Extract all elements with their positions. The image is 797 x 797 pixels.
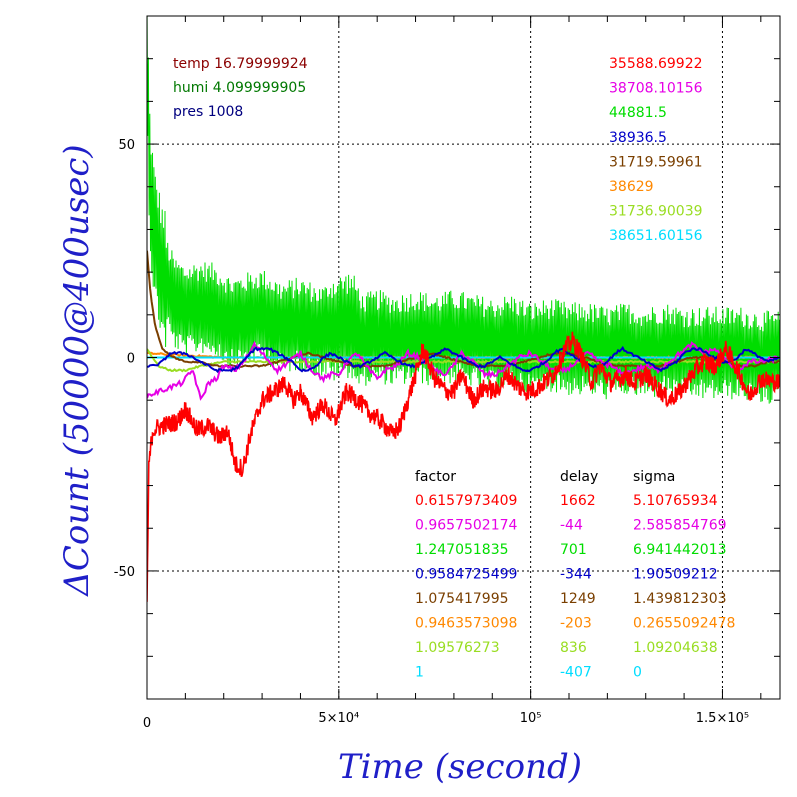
fit-table-cell: 1249: [560, 591, 596, 607]
x-axis-title: Time (second): [338, 747, 582, 787]
fit-table-cell: 1.09576273: [415, 640, 500, 656]
fit-table-cell: 1.439812303: [633, 591, 727, 607]
x-tick-label: 1.5×10⁵: [696, 711, 749, 726]
y-tick-label: 0: [127, 352, 135, 367]
fit-table-cell: 1.075417995: [415, 591, 509, 607]
fit-table-cell: 1: [415, 665, 424, 681]
x-tick-label: 0: [143, 716, 151, 731]
fit-table-cell: -407: [560, 665, 592, 681]
fit-table-cell: 836: [560, 640, 587, 656]
fit-table-cell: 0.9584725499: [415, 567, 517, 583]
fit-table-cell: 1662: [560, 493, 596, 509]
y-tick-label: -50: [114, 565, 135, 580]
series-line: [147, 331, 780, 602]
environment-label: temp 16.79999924: [173, 56, 308, 72]
fit-table-header: delay: [560, 469, 598, 485]
fit-table-cell: 1.90509212: [633, 567, 718, 583]
fit-table-cell: 6.941442013: [633, 542, 727, 558]
fit-table-cell: 0.6157973409: [415, 493, 517, 509]
x-tick-label: 5×10⁴: [318, 711, 359, 726]
series-value-label: 38708.10156: [609, 81, 703, 97]
series-value-list: 35588.69922 38708.10156 44881.5 38936.5 3171…: [609, 56, 703, 244]
y-axis-title: ΔCount (50000@400usec): [57, 144, 97, 597]
series-value-label: 38651.60156: [609, 228, 703, 244]
series-value-label: 31736.90039: [609, 204, 703, 220]
series-value-label: 44881.5: [609, 105, 667, 121]
fit-table-cell: 2.585854769: [633, 518, 727, 534]
series-value-label: 38629: [609, 179, 654, 195]
tick-labels: 0 5×10⁴ 10⁵ 1.5×10⁵ -50 0 50: [114, 138, 749, 731]
fit-table-cell: -203: [560, 616, 592, 632]
series-value-label: 31719.59961: [609, 154, 703, 170]
environment-readout: temp 16.79999924 humi 4.099999905 pres 100…: [173, 56, 308, 120]
series-layer: [147, 16, 780, 602]
series-value-label: 38936.5: [609, 130, 667, 146]
fit-table-cell: 0.9463573098: [415, 616, 517, 632]
fit-table-header: sigma: [633, 469, 675, 485]
fit-table-cell: 1.09204638: [633, 640, 718, 656]
fit-table-cell: 1.247051835: [415, 542, 509, 558]
fit-table-header: factor: [415, 469, 456, 485]
fit-table-cell: 701: [560, 542, 587, 558]
fit-table-cell: -344: [560, 567, 592, 583]
fit-table-cell: 0: [633, 665, 642, 681]
environment-label: humi 4.099999905: [173, 80, 306, 96]
fit-table-cell: 5.10765934: [633, 493, 718, 509]
fit-table-cell: 0.2655092478: [633, 616, 735, 632]
series-line: [147, 340, 780, 401]
series-value-label: 35588.69922: [609, 56, 703, 72]
x-tick-label: 10⁵: [520, 711, 542, 726]
fit-parameter-table: factor delay sigma 0.6157973409 1662 5.107659…: [415, 469, 735, 681]
fit-table-cell: -44: [560, 518, 583, 534]
fit-table-cell: 0.9657502174: [415, 518, 518, 534]
environment-label: pres 1008: [173, 104, 243, 120]
y-tick-label: 50: [118, 138, 135, 153]
series-line: [147, 345, 780, 374]
axis-ticks: [146, 15, 780, 700]
